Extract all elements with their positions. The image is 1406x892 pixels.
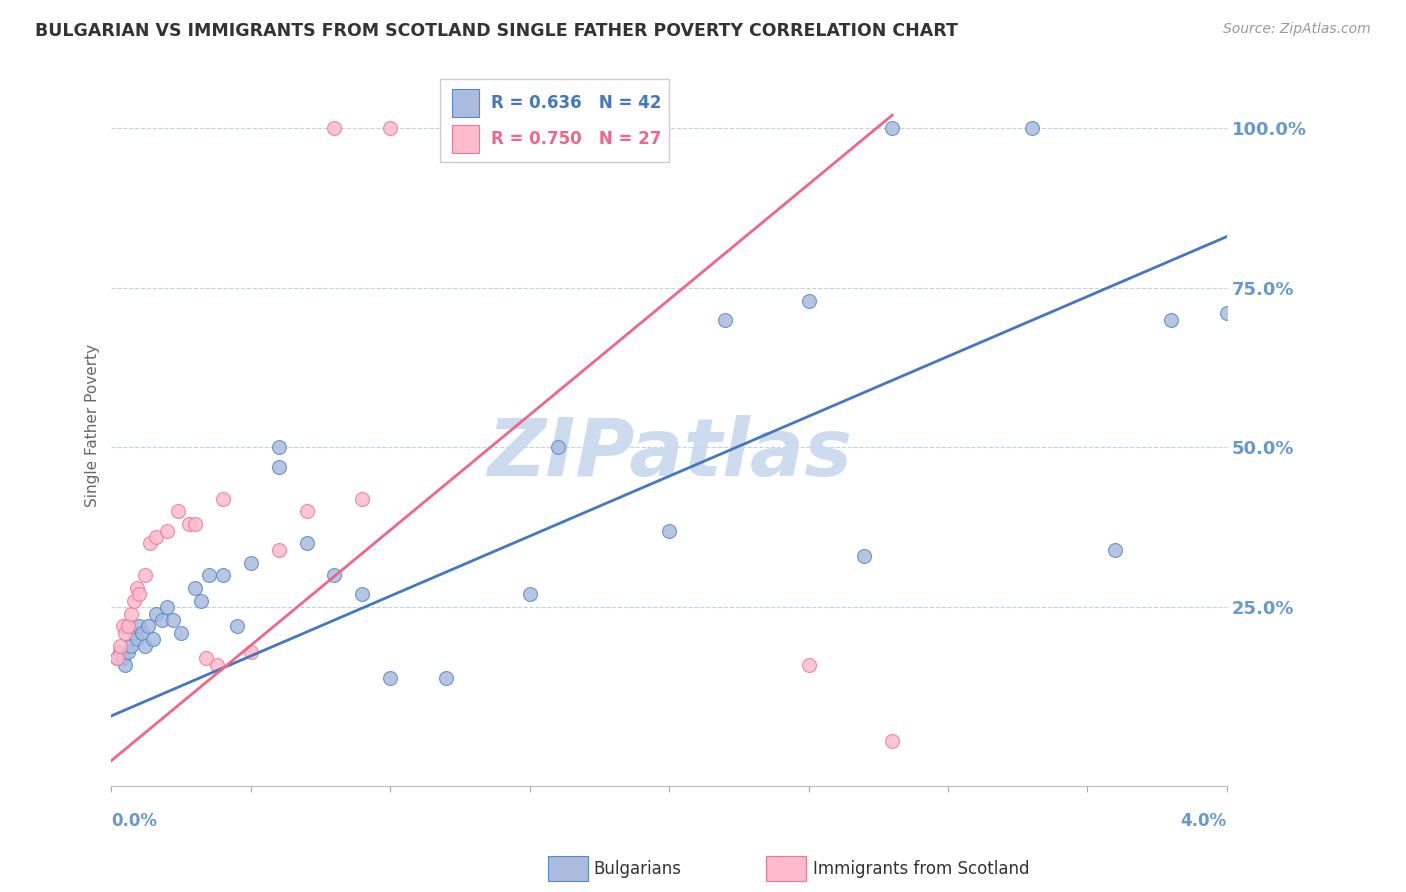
Text: Source: ZipAtlas.com: Source: ZipAtlas.com [1223,22,1371,37]
Point [323,568,346,582]
Point [125,632,148,647]
Bar [451,89,479,117]
Point [111,651,134,665]
Point [125,581,148,595]
Point [105,651,128,665]
Text: 0.0%: 0.0% [111,812,157,830]
Point [108,645,131,659]
Point [1104,542,1126,557]
Point [122,625,145,640]
Point [225,619,247,633]
Point [212,491,235,506]
Point [352,491,374,506]
Point [184,517,207,532]
Text: ZIPatlas: ZIPatlas [486,415,852,493]
Point [128,587,150,601]
Point [658,524,681,538]
Text: BULGARIAN VS IMMIGRANTS FROM SCOTLAND SINGLE FATHER POVERTY CORRELATION CHART: BULGARIAN VS IMMIGRANTS FROM SCOTLAND SI… [35,22,957,40]
Point [1160,312,1182,326]
Point [267,441,290,455]
Point [150,613,173,627]
Point [267,459,290,474]
Text: 4.0%: 4.0% [1181,812,1227,830]
Point [352,587,374,601]
Point [139,536,162,550]
Point [380,671,402,685]
Point [111,619,134,633]
Point [134,639,156,653]
Point [145,607,167,621]
Point [162,613,184,627]
Point [267,542,290,557]
Point [882,120,904,135]
Point [179,517,201,532]
Point [198,568,221,582]
Text: R = 0.636   N = 42: R = 0.636 N = 42 [491,94,661,112]
Text: Bulgarians: Bulgarians [593,860,682,878]
Point [714,312,737,326]
Point [195,651,218,665]
Point [380,120,402,135]
Point [434,671,457,685]
Point [117,619,139,633]
Point [207,657,229,672]
Bar [451,126,479,153]
Text: Immigrants from Scotland: Immigrants from Scotland [813,860,1029,878]
Point [131,625,153,640]
Point [547,441,569,455]
Point [323,120,346,135]
Point [239,645,262,659]
Point [156,524,179,538]
Point [239,556,262,570]
Point [114,625,136,640]
Point [295,504,318,518]
Point [156,600,179,615]
Point [1216,306,1239,320]
Point [797,293,820,308]
Point [853,549,876,563]
Point [295,536,318,550]
Point [120,607,142,621]
Point [190,594,212,608]
Point [145,530,167,544]
Point [1021,120,1043,135]
Point [122,594,145,608]
Point [134,568,156,582]
Point [120,639,142,653]
Point [105,651,128,665]
Text: R = 0.750   N = 27: R = 0.750 N = 27 [491,130,661,148]
Point [519,587,541,601]
Point [797,657,820,672]
Point [136,619,159,633]
Point [212,568,235,582]
Point [170,625,193,640]
Point [142,632,165,647]
Point [184,581,207,595]
Point [128,619,150,633]
Point [167,504,190,518]
Y-axis label: Single Father Poverty: Single Father Poverty [86,343,100,507]
Point [108,639,131,653]
Point [882,734,904,748]
Point [114,657,136,672]
FancyBboxPatch shape [440,78,669,161]
Point [117,645,139,659]
